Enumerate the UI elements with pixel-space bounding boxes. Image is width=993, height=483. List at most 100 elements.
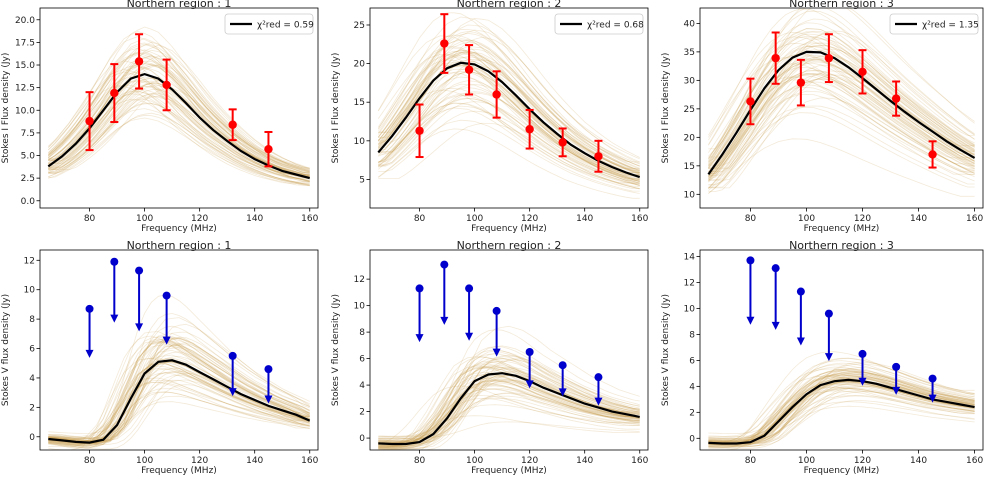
axes-frame [699,7,984,209]
sample-curve [708,366,975,444]
sample-curve [378,415,640,444]
sample-curve [708,62,975,175]
sample-curve [708,368,975,444]
sample-curves [708,351,975,450]
axes-frame [699,249,984,451]
sample-curve [48,98,310,186]
sample-curve [708,73,975,181]
data-point [928,140,937,169]
sample-curve [708,33,975,167]
y-tick-label: 4 [359,381,365,391]
sample-curve [378,346,640,444]
y-tick-label: 0.0 [21,197,36,207]
x-tick-label: 100 [466,456,483,466]
y-tick-label: 0 [29,433,35,443]
sample-curve [48,42,310,175]
sample-curve [708,8,975,150]
fit-line [48,359,311,444]
chart-title: Northern region : 3 [789,0,894,10]
y-tick-label: 10 [684,190,696,200]
sample-curve [48,337,310,445]
sample-curve [708,386,975,442]
upper-limit [796,287,805,346]
sample-curve [708,30,975,169]
sample-curve [378,359,640,444]
data-point [134,33,144,90]
x-tick-label: 160 [301,214,318,224]
sample-curve [378,385,640,443]
data-point [824,33,834,84]
upper-limit [465,284,474,341]
sample-curve [48,379,310,442]
sample-curve [378,122,640,190]
legend-label: χ²red = 0.59 [257,21,314,31]
upper-limit [85,304,94,358]
sample-curve [48,80,310,172]
data-point [771,31,780,85]
sample-curve [378,358,640,450]
sample-curve [378,370,640,449]
sample-curve [708,375,975,434]
legend: χ²red = 1.35 [889,13,979,35]
y-tick-label: 20 [684,133,696,143]
x-tick-label: 100 [136,456,153,466]
sample-curve [378,88,640,184]
y-tick-label: 12.5 [15,84,35,94]
sample-curve [708,18,975,163]
sample-curve [708,383,975,437]
sample-curve [48,36,310,169]
fit-line [47,72,310,180]
data-point [85,91,94,152]
sample-curve [378,362,640,447]
sample-curve [378,372,640,448]
y-tick-label: 6 [29,345,35,355]
sample-curve [378,366,640,449]
sample-curve [48,384,310,450]
sample-curve [378,388,640,445]
sample-curve [378,349,640,446]
upper-limit [746,256,755,325]
sample-curve [48,361,310,441]
chart-panel-5: 80 100 120 140 160 0 2 4 6 8 10 12 Northern region :… [331,239,649,476]
sample-curve [48,361,310,447]
sample-curve [377,66,640,178]
sample-curve [48,371,310,442]
fit-line [707,50,976,176]
sample-curve [708,28,975,164]
sample-curve [378,32,640,169]
sample-curve [378,102,640,187]
sample-curve [378,107,640,192]
sample-curve [708,105,975,194]
sample-curve [48,52,310,174]
sample-curve [377,59,640,176]
y-axis-label: Stokes V flux density (Jy) [661,294,671,406]
sample-curve [708,38,975,169]
sample-curves [377,12,640,199]
y-tick-label: 0 [689,434,695,444]
sample-curve [48,338,310,447]
data-point [228,108,237,142]
sample-curve [708,48,975,173]
upper-limit [492,306,501,357]
sample-curve [48,82,310,183]
sample-curve [48,357,310,444]
x-tick-label: 100 [466,214,483,224]
sample-curve [708,58,975,178]
sample-curve [708,73,975,185]
data-point [594,139,603,173]
sample-curve [48,372,310,446]
sample-curve [48,349,310,445]
y-tick-label: 6 [689,356,695,366]
chart-title: Northern region : 2 [457,239,562,252]
sample-curve [48,344,310,447]
sample-curve [708,70,975,179]
y-tick-label: 7.5 [21,129,35,139]
sample-curve [48,57,310,180]
sample-curve [708,362,975,443]
sample-curve [708,28,975,167]
sample-curve [48,337,310,442]
y-tick-label: 20.0 [15,16,35,26]
sample-curve [378,383,640,443]
sample-curve [48,395,310,439]
sample-curve [48,64,310,174]
